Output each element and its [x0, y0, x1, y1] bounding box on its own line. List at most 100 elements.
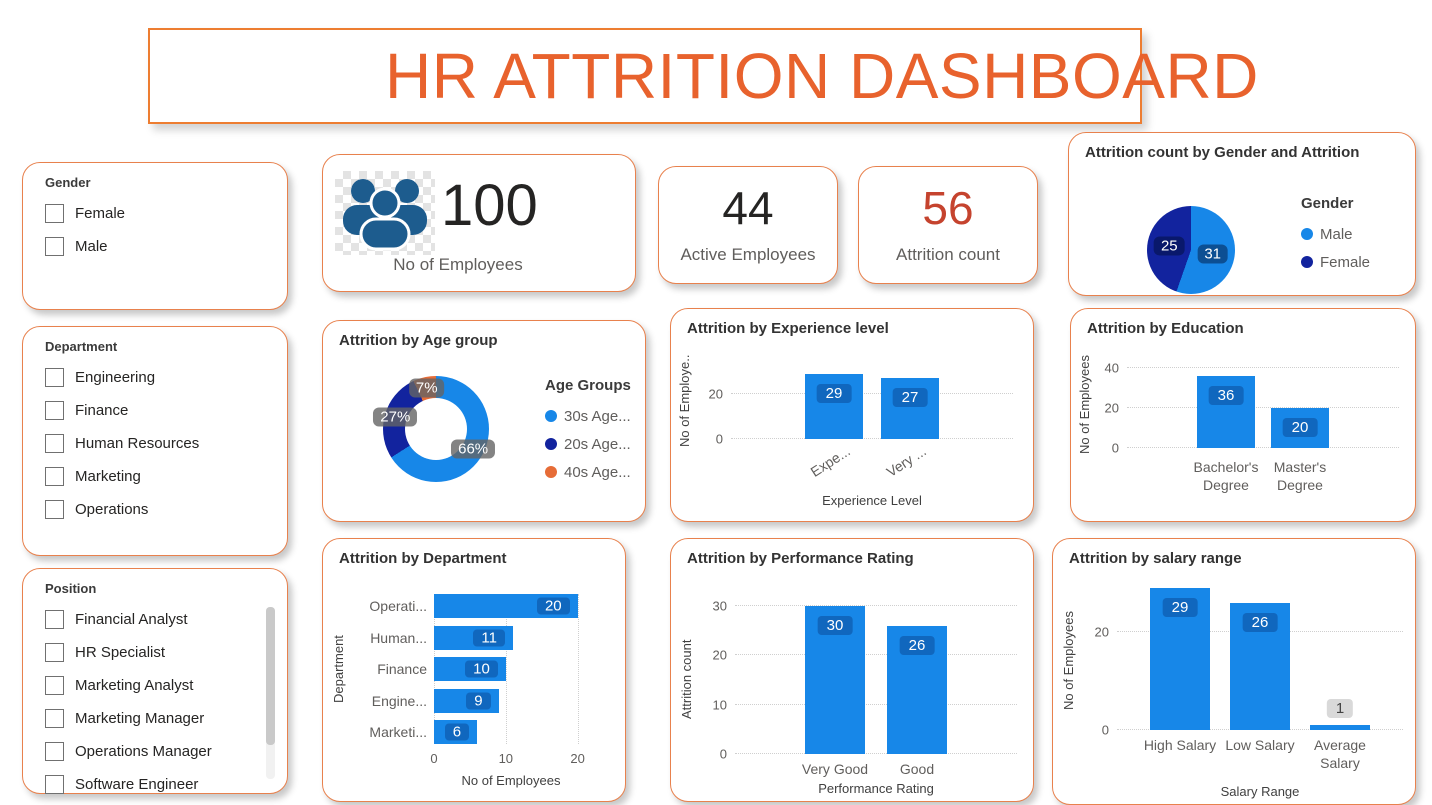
- x-category-label: Bachelor's Degree: [1193, 459, 1259, 493]
- bar-bachelor's-degree[interactable]: 36: [1197, 376, 1255, 448]
- gender-pie-chart[interactable]: 31 25: [1147, 206, 1235, 294]
- x-axis-title: Salary Range: [1220, 784, 1300, 799]
- chart-title: Attrition by Age group: [339, 332, 498, 349]
- department-chart-card: Attrition by Department Department Opera…: [322, 538, 626, 802]
- checkbox-icon[interactable]: [45, 204, 64, 223]
- chart-title: Attrition by Performance Rating: [687, 550, 914, 567]
- bar-value-label: 6: [444, 723, 470, 741]
- bars-group: 29 26 1: [1117, 583, 1403, 730]
- bar-human-[interactable]: 11: [434, 625, 513, 650]
- filter-option-label: Marketing: [75, 468, 141, 485]
- filter-option-female[interactable]: Female: [45, 197, 261, 230]
- bar-marketi-[interactable]: 6: [434, 720, 478, 744]
- bar-low-salary[interactable]: 26: [1230, 602, 1290, 730]
- scrollbar-thumb[interactable]: [266, 607, 275, 745]
- legend-title: Age Groups: [545, 377, 631, 394]
- department-slicer-card: Department Engineering Finance Human Resou…: [22, 326, 288, 556]
- position-slicer-card: Position Financial Analyst HR Specialist M…: [22, 568, 288, 794]
- checkbox-icon[interactable]: [45, 742, 64, 761]
- y-tick-label: 20: [708, 386, 723, 402]
- gridline: [1127, 447, 1399, 448]
- filter-option-financial-analyst[interactable]: Financial Analyst: [45, 603, 261, 636]
- y-axis-title: No of Employees: [1077, 355, 1092, 455]
- scrollbar-track[interactable]: [266, 607, 275, 779]
- chart-title: Attrition by Experience level: [687, 320, 889, 337]
- filter-option-male[interactable]: Male: [45, 230, 261, 263]
- bar-high-salary[interactable]: 29: [1150, 587, 1210, 730]
- bar-very-[interactable]: 27: [881, 378, 939, 439]
- bars-group: 36 20: [1127, 360, 1399, 448]
- bar-finance[interactable]: 10: [434, 657, 506, 681]
- legend-dot-icon: [545, 438, 557, 450]
- checkbox-icon[interactable]: [45, 434, 64, 453]
- filter-option-operations-manager[interactable]: Operations Manager: [45, 735, 261, 768]
- bar-average-salary[interactable]: 1: [1310, 699, 1370, 730]
- legend-item-female[interactable]: Female: [1301, 248, 1370, 276]
- y-tick-label: 10: [712, 697, 727, 713]
- legend-item-30s-age-[interactable]: 30s Age...: [545, 402, 631, 430]
- legend-dot-icon: [1301, 228, 1313, 240]
- checkbox-icon[interactable]: [45, 467, 64, 486]
- y-category-label: Finance: [377, 661, 427, 677]
- checkbox-icon[interactable]: [45, 237, 64, 256]
- filter-option-label: Male: [75, 238, 108, 255]
- checkbox-icon[interactable]: [45, 401, 64, 420]
- slice-label-male: 31: [1197, 244, 1229, 264]
- filter-option-human-resources[interactable]: Human Resources: [45, 427, 261, 460]
- bar-very-good[interactable]: 30: [805, 605, 865, 754]
- gridline: [735, 604, 1017, 606]
- slice-label-female: 25: [1153, 236, 1185, 256]
- bars-group: 29 27: [731, 358, 1013, 439]
- employees-kpi-card: 100 No of Employees: [322, 154, 636, 292]
- salary-plot-area: 20 0 29 26 1: [1095, 583, 1403, 738]
- age-group-donut-chart[interactable]: 66% 27% 7%: [373, 376, 496, 482]
- education-chart-card: Attrition by Education No of Employees 4…: [1070, 308, 1416, 522]
- filter-option-finance[interactable]: Finance: [45, 394, 261, 427]
- y-tick-label: 20: [1094, 624, 1109, 640]
- experience-category-labels: Expe... Very ...: [731, 443, 1013, 480]
- filter-option-marketing-manager[interactable]: Marketing Manager: [45, 702, 261, 735]
- checkbox-icon[interactable]: [45, 368, 64, 387]
- checkbox-icon[interactable]: [45, 709, 64, 728]
- checkbox-icon[interactable]: [45, 676, 64, 695]
- filter-option-engineering[interactable]: Engineering: [45, 361, 261, 394]
- filter-option-operations[interactable]: Operations: [45, 493, 261, 526]
- bar-operati-[interactable]: 20: [434, 594, 578, 618]
- x-category-label: Good: [899, 761, 935, 777]
- filter-option-label: HR Specialist: [75, 644, 166, 661]
- gridline: [735, 753, 1017, 754]
- bar-engine-[interactable]: 9: [434, 688, 499, 713]
- filter-option-label: Software Engineer: [75, 776, 199, 793]
- filter-option-software-engineer[interactable]: Software Engineer: [45, 768, 261, 801]
- bar-value-label: 20: [536, 597, 570, 615]
- bar-value-label: 29: [816, 383, 852, 403]
- department-slicer-options: Engineering Finance Human Resources Marketi…: [45, 361, 261, 526]
- checkbox-icon[interactable]: [45, 643, 64, 662]
- legend-item-40s-age-[interactable]: 40s Age...: [545, 458, 631, 486]
- x-category-label: Average Salary: [1314, 737, 1366, 771]
- filter-option-label: Human Resources: [75, 435, 200, 452]
- filter-option-marketing-analyst[interactable]: Marketing Analyst: [45, 669, 261, 702]
- bar-expe-[interactable]: 29: [805, 373, 863, 439]
- y-tick-label: 20: [1104, 400, 1119, 416]
- y-axis-title: Attrition count: [679, 639, 694, 719]
- filter-option-hr-specialist[interactable]: HR Specialist: [45, 636, 261, 669]
- x-tick-label: 20: [570, 751, 585, 766]
- legend-item-20s-age-[interactable]: 20s Age...: [545, 430, 631, 458]
- bar-good[interactable]: 26: [887, 625, 947, 754]
- x-category-label: Expe...: [807, 442, 853, 480]
- performance-chart-card: Attrition by Performance Rating Attritio…: [670, 538, 1034, 802]
- checkbox-icon[interactable]: [45, 500, 64, 519]
- education-plot-area: 40 20 0 36 20: [1105, 360, 1399, 456]
- filter-option-marketing[interactable]: Marketing: [45, 460, 261, 493]
- chart-title: Attrition by salary range: [1069, 550, 1242, 567]
- slicer-title: Department: [45, 339, 118, 354]
- checkbox-icon[interactable]: [45, 610, 64, 629]
- checkbox-icon[interactable]: [45, 775, 64, 794]
- y-tick-label: 0: [1101, 722, 1109, 738]
- legend-item-male[interactable]: Male: [1301, 220, 1370, 248]
- legend-dot-icon: [545, 410, 557, 422]
- bar-master's-degree[interactable]: 20: [1271, 408, 1329, 448]
- gridline: [731, 393, 1013, 394]
